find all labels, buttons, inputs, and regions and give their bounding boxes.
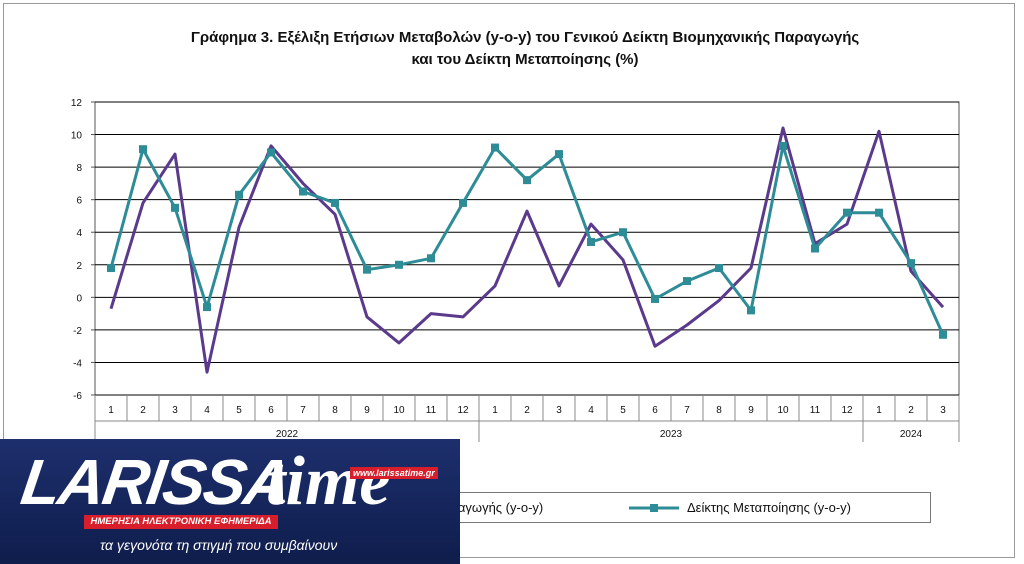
y-tick-label: 10 <box>71 131 83 142</box>
y-tick-label: 4 <box>76 228 82 239</box>
series-line-1 <box>109 126 945 374</box>
larissatime-logo: LARISSA time www.larissatime.gr ΗΜΕΡΗΣΙΑ… <box>0 439 460 564</box>
series-2-point <box>811 244 819 253</box>
logo-url: www.larissatime.gr <box>350 467 438 479</box>
series-2-point <box>267 148 275 157</box>
x-tick-label: 8 <box>332 405 338 416</box>
series-2-point <box>907 259 915 268</box>
x-tick-label: 11 <box>810 405 821 416</box>
x-tick-label: 9 <box>748 405 754 416</box>
x-tick-label: 10 <box>393 405 405 416</box>
x-tick-label: 1 <box>876 405 882 416</box>
x-tick-label: 3 <box>172 405 178 416</box>
x-tick-label: 4 <box>204 405 210 416</box>
year-group-label: 2023 <box>660 429 683 440</box>
logo-word-time: time <box>266 443 391 520</box>
x-tick-label: 10 <box>777 405 789 416</box>
x-tick-label: 12 <box>457 405 469 416</box>
x-tick-label: 6 <box>652 405 658 416</box>
y-tick-label: 2 <box>76 261 82 272</box>
series-2-point <box>395 260 403 269</box>
logo-slogan: τα γεγονότα τη στιγμή που συμβαίνουν <box>100 537 338 553</box>
series-2-point <box>875 208 883 217</box>
y-tick-label: -4 <box>73 358 82 369</box>
x-tick-label: 4 <box>588 405 594 416</box>
series-2-point <box>779 141 787 150</box>
y-tick-label: -6 <box>73 391 82 402</box>
series-2-point <box>459 198 467 207</box>
series-2-point <box>299 187 307 196</box>
series-2-point <box>107 264 115 273</box>
x-tick-label: 1 <box>108 405 114 416</box>
chart-title-line2: και του Δείκτη Μεταποίησης (%) <box>411 51 639 68</box>
y-tick-label: 8 <box>76 163 82 174</box>
series-2-point <box>203 303 211 312</box>
series-2-point <box>619 228 627 237</box>
series-2-point <box>171 203 179 212</box>
series-2-point <box>139 145 147 154</box>
y-tick-label: 6 <box>76 196 82 207</box>
series-2-point <box>747 306 755 315</box>
series-2-point <box>651 294 659 303</box>
legend-series2-swatch <box>629 504 679 512</box>
x-tick-label: 11 <box>426 405 437 416</box>
x-tick-label: 8 <box>716 405 722 416</box>
series-2-point <box>523 176 531 185</box>
series-2-point <box>587 237 595 246</box>
chart-title-line1: Γράφημα 3. Εξέλιξη Ετήσιων Μεταβολών (y-… <box>190 29 860 46</box>
legend-series2-label: Δείκτης Μεταποίησης (y-o-y) <box>687 500 852 515</box>
x-tick-label: 5 <box>236 405 242 416</box>
year-group-label: 2024 <box>900 429 923 440</box>
series-2-point <box>363 265 371 274</box>
series-2-point <box>843 208 851 217</box>
legend: αραγωγής (y-o-y) Δείκτης Μεταποίησης (y-… <box>432 492 931 523</box>
x-tick-label: 3 <box>940 405 946 416</box>
x-tick-label: 3 <box>556 405 562 416</box>
x-tick-label: 6 <box>268 405 274 416</box>
series-2-point <box>555 150 563 159</box>
year-group-label: 2022 <box>276 429 299 440</box>
y-tick-label: 12 <box>71 98 83 109</box>
series-2-point <box>939 330 947 339</box>
series-2-point <box>715 264 723 273</box>
logo-word-larissa: LARISSA <box>16 446 294 518</box>
series-2-point <box>331 198 339 207</box>
x-tick-label: 9 <box>364 405 370 416</box>
x-tick-label: 12 <box>841 405 853 416</box>
x-tick-label: 7 <box>300 405 306 416</box>
legend-series1-label: αραγωγής (y-o-y) <box>443 500 544 515</box>
y-tick-label: 0 <box>76 293 82 304</box>
x-tick-label: 7 <box>684 405 690 416</box>
series-2-point <box>427 254 435 263</box>
x-tick-label: 2 <box>524 405 530 416</box>
x-tick-label: 2 <box>908 405 914 416</box>
series-2-point <box>491 143 499 152</box>
x-tick-label: 5 <box>620 405 626 416</box>
chart-title: Γράφημα 3. Εξέλιξη Ετήσιων Μεταβολών (y-… <box>0 27 1024 71</box>
logo-tagline: ΗΜΕΡΗΣΙΑ ΗΛΕΚΤΡΟΝΙΚΗ ΕΦΗΜΕΡΙΔΑ <box>84 515 278 529</box>
series-2-point <box>683 277 691 286</box>
series-2-point <box>235 190 243 199</box>
x-tick-label: 2 <box>140 405 146 416</box>
x-tick-label: 1 <box>492 405 498 416</box>
y-tick-label: -2 <box>73 326 82 337</box>
